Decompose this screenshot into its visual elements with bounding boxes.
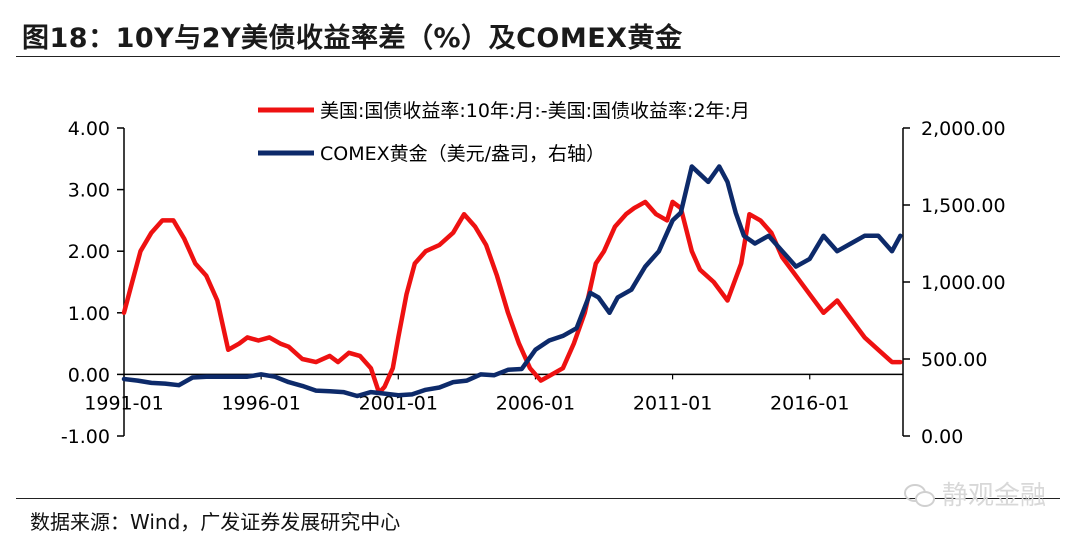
axes: -1.00 0.00 1.00 2.00 3.00 4.00 0.00 500.00 1,000…: [61, 118, 1006, 448]
x-tick-label: 1996-01: [221, 392, 300, 414]
wechat-icon: [904, 482, 935, 507]
right-tick-label: 1,000.00: [921, 272, 1006, 294]
footer-divider: [16, 498, 1060, 499]
left-tick-label: 1.00: [68, 303, 110, 325]
title-divider: [16, 56, 1060, 57]
chart-title: 图18：10Y与2Y美债收益率差（%）及COMEX黄金: [22, 23, 683, 54]
watermark: 静观金融: [904, 475, 1046, 512]
right-tick-label: 2,000.00: [921, 118, 1006, 140]
series-line-yield-spread: [121, 199, 903, 396]
x-tick-label: 2011-01: [633, 392, 712, 414]
chart: -1.00 0.00 1.00 2.00 3.00 4.00 0.00 500.00 1,000…: [61, 100, 1006, 448]
left-tick-label: -1.00: [61, 426, 110, 448]
series-line-comex-gold: [121, 164, 903, 399]
right-tick-label: 1,500.00: [921, 195, 1006, 217]
right-tick-label: 500.00: [921, 349, 987, 371]
watermark-text: 静观金融: [942, 481, 1047, 511]
x-tick-label: 2016-01: [770, 392, 849, 414]
source-note: 数据来源：Wind，广发证券发展研究中心: [30, 510, 401, 534]
right-tick-label: 0.00: [921, 426, 963, 448]
left-tick-label: 3.00: [68, 180, 110, 202]
legend-label-yield-spread: 美国:国债收益率:10年:月:-美国:国债收益率:2年:月: [320, 100, 750, 122]
x-tick-label: 2001-01: [359, 392, 438, 414]
legend: 美国:国债收益率:10年:月:-美国:国债收益率:2年:月 COMEX黄金（美元/…: [258, 100, 750, 165]
x-tick-label: 1991-01: [84, 392, 163, 414]
left-tick-label: 0.00: [68, 364, 110, 386]
left-tick-label: 4.00: [68, 118, 110, 140]
series-layer: [121, 164, 903, 399]
left-tick-label: 2.00: [68, 241, 110, 263]
x-tick-label: 2006-01: [496, 392, 575, 414]
legend-label-comex-gold: COMEX黄金（美元/盎司，右轴）: [320, 143, 605, 165]
